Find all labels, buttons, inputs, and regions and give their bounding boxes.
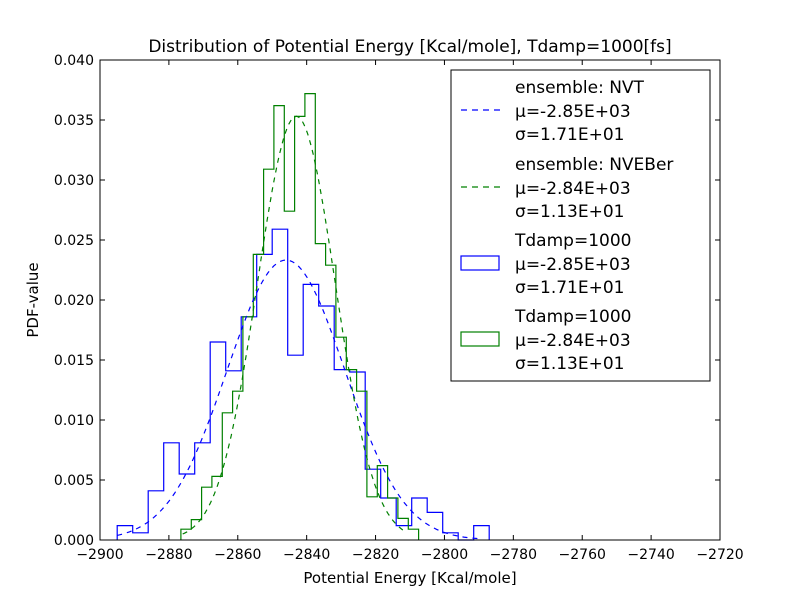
legend-nvt-hist-mu: μ=-2.85E+03 (515, 255, 631, 275)
y-tick-label: 0.025 (54, 233, 94, 249)
x-axis-label: Potential Energy [Kcal/mole] (303, 569, 516, 587)
legend-nveber-hist-swatch (460, 331, 500, 347)
x-tick-label: −2900 (76, 547, 123, 563)
y-tick-label: 0.010 (54, 413, 94, 429)
legend-box (450, 69, 711, 382)
legend-nveber-fit-name: ensemble: NVEBer (515, 155, 673, 175)
x-tick-label: −2840 (283, 547, 330, 563)
y-axis-ticks: 0.000 0.005 0.010 0.015 0.020 0.025 0.030 0.035… (54, 53, 720, 549)
y-tick-label: 0.020 (54, 293, 94, 309)
legend-nvt-fit-name: ensemble: NVT (515, 78, 645, 98)
y-tick-label: 0.015 (54, 353, 94, 369)
x-tick-label: −2780 (490, 547, 537, 563)
nveber-histogram (180, 93, 420, 540)
plot-area (116, 93, 490, 541)
legend-nveber-hist-sigma: σ=1.13E+01 (515, 354, 625, 374)
y-tick-label: 0.035 (54, 113, 94, 129)
legend-nveber-hist-mu: μ=-2.84E+03 (515, 331, 631, 351)
y-tick-label: 0.040 (54, 53, 94, 69)
legend-nveber-hist-name: Tdamp=1000 (514, 307, 631, 327)
chart-title: Distribution of Potential Energy [Kcal/m… (148, 37, 671, 57)
y-tick-label: 0.000 (54, 533, 94, 549)
y-tick-label: 0.005 (54, 473, 94, 489)
legend-nvt-hist-name: Tdamp=1000 (514, 231, 631, 251)
x-tick-label: −2760 (559, 547, 606, 563)
legend-nveber-fit-mu: μ=-2.84E+03 (515, 179, 631, 199)
y-tick-label: 0.030 (54, 173, 94, 189)
x-tick-label: −2720 (696, 547, 743, 563)
nveber-fit-curve (182, 115, 407, 535)
x-tick-label: −2800 (421, 547, 468, 563)
legend-nvt-hist-sigma: σ=1.71E+01 (515, 278, 625, 298)
nvt-histogram (116, 228, 490, 541)
legend-nvt-fit-sigma: σ=1.71E+01 (515, 125, 625, 145)
legend-nvt-fit-mu: μ=-2.85E+03 (515, 102, 631, 122)
legend: ensemble: NVT μ=-2.85E+03 σ=1.71E+01 ens… (450, 69, 711, 382)
x-tick-label: −2820 (352, 547, 399, 563)
y-axis-label: PDF-value (24, 262, 42, 337)
x-tick-label: −2740 (627, 547, 674, 563)
x-tick-label: −2860 (214, 547, 261, 563)
legend-nveber-fit-sigma: σ=1.13E+01 (515, 202, 625, 222)
legend-nvt-hist-swatch (460, 255, 500, 271)
x-axis-ticks: −2900 −2880 −2860 −2840 −2820 −2800 −2780 −2760… (76, 60, 744, 563)
x-tick-label: −2880 (145, 547, 192, 563)
nvt-fit-curve (117, 259, 479, 540)
